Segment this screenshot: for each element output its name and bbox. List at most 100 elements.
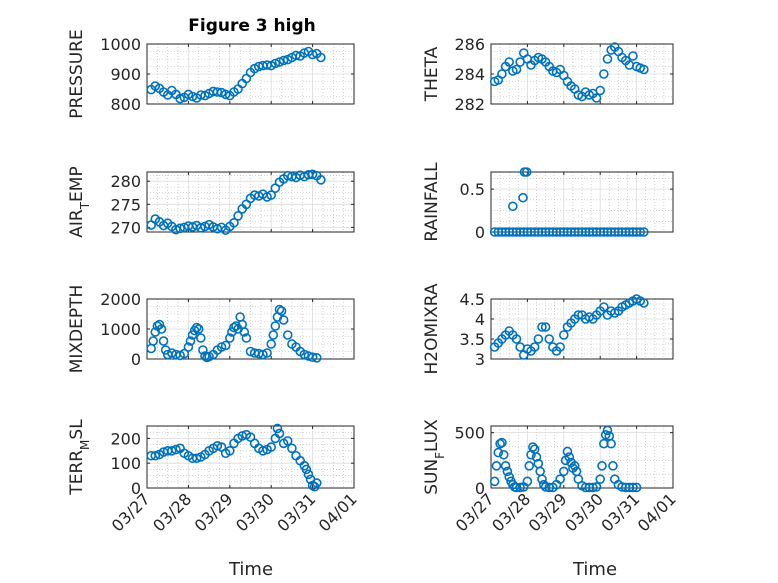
data-point bbox=[521, 167, 532, 177]
data-point bbox=[311, 352, 322, 363]
y-tick-label: 0.5 bbox=[460, 180, 485, 199]
data-point bbox=[303, 469, 314, 480]
data-point bbox=[307, 49, 318, 60]
data-point bbox=[191, 322, 202, 333]
x-tick-label: 03/29 bbox=[191, 489, 237, 535]
data-point bbox=[156, 324, 167, 334]
data-point bbox=[220, 89, 231, 100]
data-point bbox=[497, 69, 507, 79]
x-tick-label: 03/29 bbox=[525, 489, 571, 535]
data-point bbox=[148, 336, 159, 346]
y-tick-label: 0 bbox=[475, 479, 485, 498]
data-point bbox=[311, 478, 322, 488]
subplot-h2omixra: 33.544.5 H2OMIXRA bbox=[422, 283, 674, 375]
data-point bbox=[175, 223, 185, 234]
data-point bbox=[154, 319, 165, 330]
x-tick-label: 03/28 bbox=[488, 489, 534, 535]
data-point bbox=[239, 327, 250, 337]
y-axis-label-1: THETA bbox=[422, 46, 442, 102]
data-point bbox=[639, 64, 649, 75]
data-point bbox=[508, 201, 518, 212]
data-point bbox=[497, 437, 507, 448]
data-point bbox=[272, 423, 283, 434]
data-point bbox=[225, 445, 235, 456]
subplot-pressure: 800 900 1000 PRESSURE bbox=[67, 29, 355, 119]
y-tick-label: 0 bbox=[475, 223, 485, 242]
data-point bbox=[529, 342, 540, 352]
y-tick-label: 500 bbox=[454, 424, 485, 443]
data-point bbox=[316, 175, 326, 185]
data-point bbox=[504, 472, 515, 482]
data-point bbox=[212, 87, 223, 97]
data-point bbox=[266, 190, 277, 200]
data-point bbox=[198, 345, 208, 355]
data-point bbox=[602, 54, 613, 64]
data-point bbox=[274, 304, 285, 315]
y-tick-label: 3 bbox=[475, 350, 485, 369]
data-point bbox=[291, 50, 301, 61]
data-point bbox=[196, 223, 206, 233]
data-point bbox=[555, 474, 565, 484]
data-point bbox=[631, 482, 642, 493]
subplot-theta: 282 284 286 THETA bbox=[422, 35, 674, 114]
data-point bbox=[639, 298, 649, 308]
y-tick-label: 0 bbox=[131, 479, 141, 498]
y-tick-label: 282 bbox=[454, 95, 485, 114]
data-point bbox=[307, 169, 318, 180]
data-point bbox=[491, 461, 502, 471]
data-point bbox=[301, 464, 312, 475]
data-point bbox=[540, 322, 551, 332]
data-point bbox=[167, 445, 177, 456]
data-point bbox=[635, 227, 646, 237]
data-point bbox=[595, 474, 606, 484]
data-point bbox=[278, 315, 289, 325]
data-point bbox=[183, 342, 194, 352]
data-point bbox=[171, 224, 181, 235]
y-tick-label: 270 bbox=[110, 218, 141, 237]
data-point bbox=[179, 348, 190, 359]
data-point bbox=[493, 447, 504, 458]
data-point bbox=[573, 310, 584, 320]
y-tick-label: 100 bbox=[110, 454, 141, 473]
x-tick-label: 03/31 bbox=[273, 489, 319, 535]
data-point bbox=[502, 466, 513, 477]
data-point bbox=[171, 444, 181, 455]
x-tick-label: 04/01 bbox=[634, 489, 680, 535]
data-point bbox=[167, 348, 177, 358]
data-point bbox=[608, 461, 618, 471]
data-point bbox=[187, 330, 198, 340]
x-axis-label-left: Time bbox=[228, 559, 273, 580]
y-axis-label-4: MIXDEPTH bbox=[67, 285, 87, 374]
y-tick-label: 1000 bbox=[100, 320, 141, 339]
data-point bbox=[595, 85, 606, 96]
data-point bbox=[233, 211, 243, 221]
data-point bbox=[628, 482, 638, 493]
data-point bbox=[316, 52, 326, 63]
data-point bbox=[212, 441, 223, 451]
data-point bbox=[528, 442, 538, 452]
y-tick-label: 0 bbox=[131, 350, 141, 369]
y-axis-label-7: SUNFLUX bbox=[422, 419, 447, 495]
data-point bbox=[639, 227, 649, 237]
x-tick-label: 03/30 bbox=[561, 489, 607, 535]
y-tick-label: 280 bbox=[110, 172, 141, 191]
data-point bbox=[258, 445, 268, 456]
x-tick-label: 04/01 bbox=[315, 489, 361, 535]
data-point bbox=[498, 449, 509, 460]
axes-box bbox=[490, 298, 674, 360]
data-point bbox=[282, 436, 293, 446]
data-point bbox=[599, 302, 609, 312]
data-point bbox=[258, 349, 268, 360]
y-axis-label-2: AIRTEMP bbox=[67, 166, 92, 237]
subplot-rainfall: 0 0.5 RAINFALL bbox=[422, 162, 674, 242]
data-point bbox=[220, 340, 231, 351]
data-point bbox=[216, 342, 227, 352]
x-tick-label: 03/30 bbox=[232, 489, 278, 535]
y-axis-label-3: RAINFALL bbox=[422, 162, 442, 242]
data-point bbox=[225, 333, 235, 343]
y-tick-label: 275 bbox=[110, 195, 141, 214]
data-point bbox=[185, 336, 196, 346]
data-point bbox=[278, 55, 289, 66]
data-point bbox=[274, 428, 285, 439]
data-point bbox=[564, 452, 575, 462]
